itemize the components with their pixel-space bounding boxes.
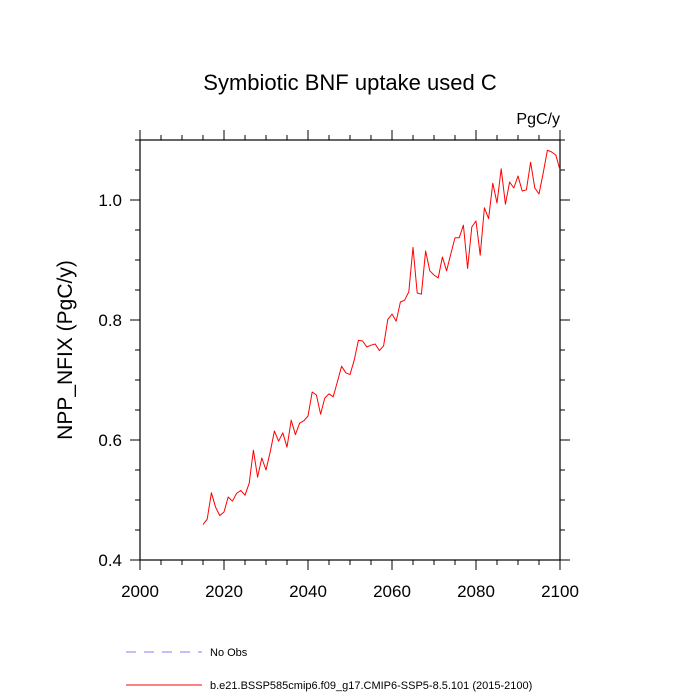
y-tick-label: 1.0 — [98, 191, 122, 210]
x-tick-label: 2100 — [541, 582, 579, 601]
axes-layer: 2000 2020 2040 2060 2080 2100 0.4 0.6 0.8 1.0 — [98, 130, 579, 601]
legend-label: No Obs — [210, 647, 248, 659]
x-tick-label: 2020 — [205, 582, 243, 601]
y-tick-label: 0.6 — [98, 431, 122, 450]
legend-label: b.e21.BSSP585cmip6.f09_g17.CMIP6-SSP5-8.… — [210, 680, 532, 692]
x-tick-label: 2040 — [289, 582, 327, 601]
x-tick-label: 2080 — [457, 582, 495, 601]
units-label: PgC/y — [516, 111, 560, 128]
chart-title: Symbiotic BNF uptake used C — [203, 70, 497, 95]
y-tick-label: 0.4 — [98, 551, 122, 570]
x-tick-label: 2060 — [373, 582, 411, 601]
series-line — [202, 149, 561, 525]
legend: No Obs b.e21.BSSP585cmip6.f09_g17.CMIP6-S… — [126, 647, 532, 692]
y-tick-label: 0.8 — [98, 311, 122, 330]
y-axis-label: NPP_NFIX (PgC/y) — [54, 260, 77, 440]
x-tick-label: 2000 — [121, 582, 159, 601]
series-layer — [202, 149, 561, 525]
